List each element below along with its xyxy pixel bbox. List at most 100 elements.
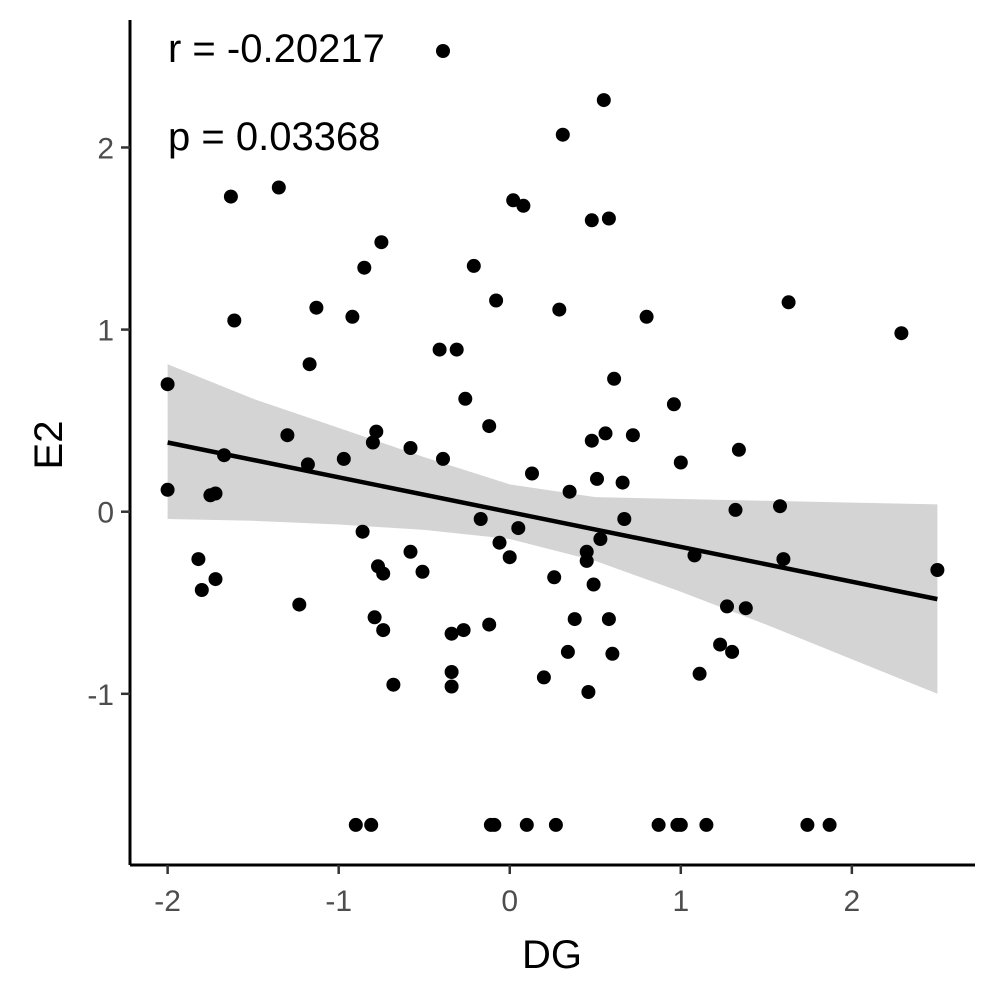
x-tick-label: 2: [843, 885, 860, 918]
data-point: [598, 426, 613, 441]
data-point: [227, 313, 242, 328]
data-point: [386, 677, 401, 692]
data-point: [364, 817, 379, 832]
data-point: [548, 817, 563, 832]
data-point: [466, 258, 481, 273]
data-point: [617, 512, 632, 526]
confidence-band-layer: [167, 364, 938, 694]
data-point: [458, 391, 473, 406]
data-point: [300, 457, 315, 472]
p-value-annotation: p = 0.03368: [168, 115, 380, 159]
data-point: [673, 455, 688, 470]
data-point: [456, 623, 471, 638]
data-point: [596, 93, 611, 108]
x-tick-label: 0: [501, 885, 518, 918]
data-point: [355, 524, 370, 539]
y-axis-title: E2: [27, 421, 71, 470]
data-point: [699, 817, 714, 832]
data-point: [223, 189, 238, 204]
data-point: [781, 295, 796, 310]
data-point: [586, 577, 601, 592]
data-point: [345, 309, 360, 324]
data-point: [348, 817, 363, 832]
data-point: [374, 235, 389, 250]
data-point: [800, 817, 815, 832]
data-point: [579, 553, 594, 568]
data-point: [776, 552, 791, 567]
data-point: [601, 211, 616, 226]
data-point: [822, 817, 837, 832]
data-point: [738, 601, 753, 616]
data-point: [271, 180, 286, 195]
data-point: [773, 499, 787, 514]
data-point: [673, 817, 688, 832]
regression-line: [167, 440, 938, 602]
points-layer: [160, 44, 945, 832]
data-point: [584, 213, 599, 228]
data-point: [487, 817, 502, 832]
data-point: [516, 198, 531, 213]
data-point: [482, 617, 497, 632]
data-point: [519, 817, 534, 832]
x-axis-title: DG: [522, 933, 582, 977]
data-point: [444, 626, 459, 641]
y-tick-label: 2: [97, 132, 114, 165]
data-point: [436, 451, 450, 466]
data-point: [607, 371, 622, 386]
data-point: [444, 665, 459, 679]
data-point: [280, 428, 295, 443]
data-point: [666, 397, 681, 412]
data-point: [367, 610, 382, 625]
data-point: [720, 599, 734, 614]
data-point: [692, 666, 707, 681]
data-point: [473, 512, 488, 526]
data-point: [584, 433, 599, 448]
data-point: [562, 484, 577, 499]
confidence-band: [167, 364, 938, 694]
data-point: [894, 326, 909, 341]
x-tick-label: -1: [325, 885, 352, 918]
ticks-layer: -2 -1 0 1 2 -1 0 1 2: [87, 132, 860, 918]
data-point: [403, 441, 418, 455]
y-tick-label: 1: [97, 315, 114, 348]
data-point: [309, 300, 324, 315]
data-point: [615, 475, 630, 490]
data-point: [365, 435, 380, 450]
y-tick-label: 0: [97, 497, 114, 530]
data-point: [369, 424, 384, 439]
data-point: [547, 570, 562, 585]
data-point: [492, 535, 507, 550]
data-point: [489, 293, 504, 308]
regression-line-layer: [167, 440, 938, 602]
axes: [128, 20, 975, 867]
data-point: [625, 428, 640, 443]
data-point: [449, 342, 464, 357]
data-point: [403, 544, 418, 559]
data-point: [302, 357, 317, 372]
data-point: [502, 550, 517, 565]
data-point: [728, 502, 743, 517]
data-point: [536, 670, 551, 685]
data-point: [731, 442, 746, 457]
data-point: [725, 644, 740, 659]
data-point: [482, 419, 497, 434]
data-point: [560, 644, 575, 659]
y-tick-label: -1: [87, 679, 114, 712]
data-point: [191, 552, 206, 567]
data-point: [436, 44, 450, 58]
data-point: [552, 302, 567, 317]
data-point: [525, 466, 539, 481]
x-tick-label: 1: [672, 885, 689, 918]
data-point: [376, 623, 391, 638]
data-point: [511, 521, 526, 536]
x-tick-label: -2: [154, 885, 181, 918]
data-point: [415, 564, 430, 579]
data-point: [930, 563, 945, 577]
data-point: [292, 597, 307, 612]
data-point: [713, 637, 728, 652]
data-point: [194, 583, 209, 597]
data-point: [581, 685, 596, 699]
data-point: [593, 532, 608, 546]
data-point: [336, 451, 351, 466]
